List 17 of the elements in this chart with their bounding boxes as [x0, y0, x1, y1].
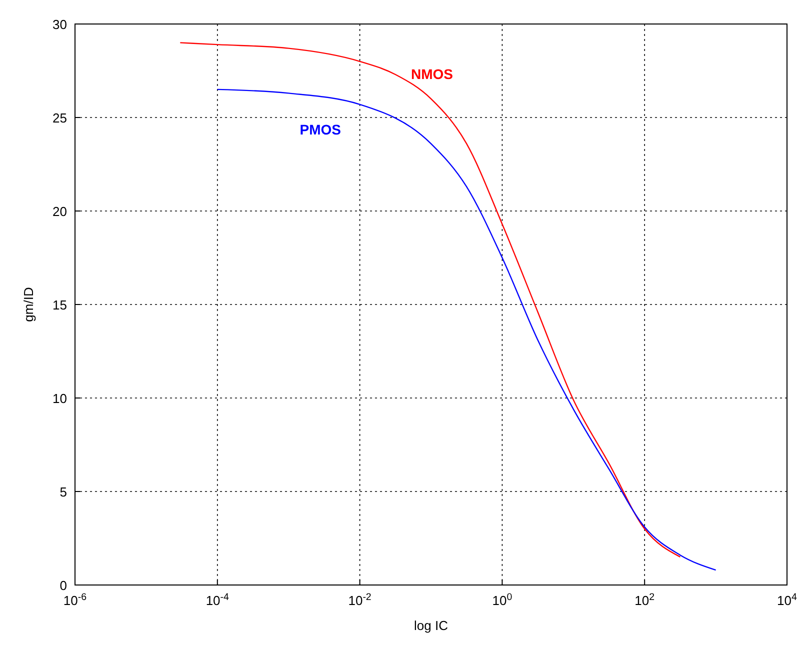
y-tick-label: 20: [52, 204, 67, 219]
y-tick-label: 10: [52, 391, 67, 406]
x-tick-label: 10$^{2}$: [634, 592, 655, 608]
x-axis-title: log IC: [414, 618, 448, 633]
x-tick-label: 10$^{0}$: [492, 592, 513, 608]
y-axis-title: gm/ID: [21, 287, 36, 322]
x-tick-label: 10$^{-6}$: [63, 592, 87, 608]
y-tick-label: 25: [52, 110, 67, 126]
x-tick-label: 10$^{4}$: [777, 592, 798, 608]
y-tick-label: 30: [52, 17, 67, 32]
series-label: PMOS: [300, 121, 342, 138]
x-tick-label: 10$^{-2}$: [348, 592, 372, 608]
x-tick-label: 10$^{-4}$: [206, 592, 230, 608]
y-tick-label: 0: [60, 578, 67, 593]
y-tick-label: 5: [60, 484, 67, 500]
series-label: NMOS: [411, 66, 453, 82]
y-tick-label: 15: [52, 298, 67, 312]
